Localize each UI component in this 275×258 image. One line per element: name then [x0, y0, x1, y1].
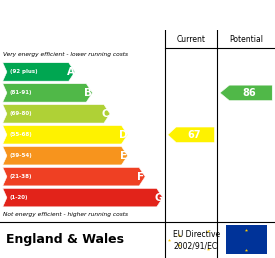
- Text: (39-54): (39-54): [10, 153, 32, 158]
- Polygon shape: [220, 85, 272, 101]
- Text: (69-80): (69-80): [10, 111, 32, 116]
- Text: (55-68): (55-68): [10, 132, 32, 137]
- Text: Current: Current: [177, 35, 206, 44]
- Polygon shape: [3, 63, 75, 81]
- Text: (21-38): (21-38): [10, 174, 32, 179]
- Text: F: F: [138, 172, 145, 182]
- Polygon shape: [3, 167, 145, 186]
- Text: E: E: [120, 151, 127, 161]
- Text: B: B: [84, 88, 92, 98]
- Text: Energy Efficiency Rating: Energy Efficiency Rating: [6, 9, 189, 22]
- Text: EU Directive: EU Directive: [173, 230, 220, 239]
- FancyBboxPatch shape: [226, 225, 267, 254]
- Text: G: G: [154, 193, 163, 203]
- Text: 67: 67: [187, 130, 200, 140]
- Polygon shape: [3, 126, 128, 144]
- Polygon shape: [3, 84, 92, 102]
- Polygon shape: [3, 104, 110, 123]
- Polygon shape: [3, 188, 163, 207]
- Text: (92 plus): (92 plus): [10, 69, 37, 74]
- Text: Very energy efficient - lower running costs: Very energy efficient - lower running co…: [3, 52, 128, 57]
- Text: (81-91): (81-91): [10, 90, 32, 95]
- Text: A: A: [67, 67, 75, 77]
- Polygon shape: [168, 127, 214, 142]
- Text: 86: 86: [242, 88, 256, 98]
- Text: Not energy efficient - higher running costs: Not energy efficient - higher running co…: [3, 213, 128, 217]
- Text: England & Wales: England & Wales: [6, 233, 123, 246]
- Text: Potential: Potential: [229, 35, 263, 44]
- Text: C: C: [102, 109, 109, 119]
- Text: D: D: [119, 130, 128, 140]
- Text: (1-20): (1-20): [10, 195, 28, 200]
- Text: 2002/91/EC: 2002/91/EC: [173, 242, 217, 251]
- Polygon shape: [3, 147, 128, 165]
